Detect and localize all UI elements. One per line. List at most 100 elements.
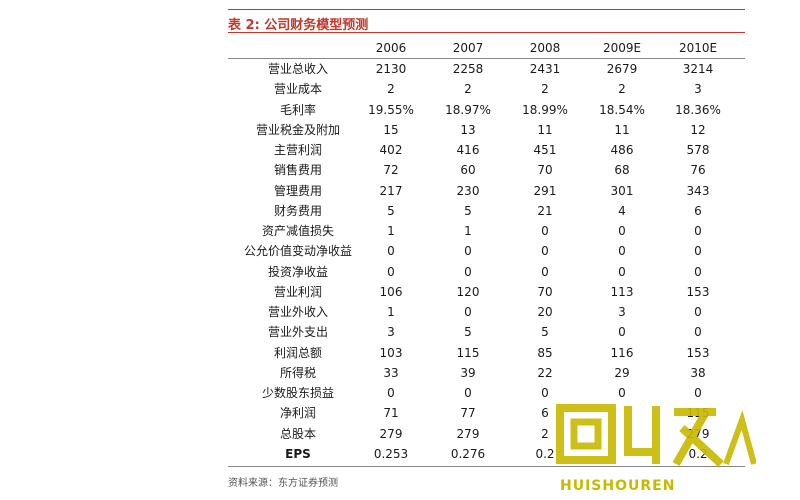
table-cell: 0.276 (450, 446, 486, 461)
row-label: 营业利润 (273, 284, 322, 299)
row-label: EPS (285, 446, 311, 461)
table-cell: 0 (541, 224, 549, 238)
table-row: 主营利润 402 416 451 486 578 (0, 140, 800, 160)
table-cell: 2 (464, 82, 472, 97)
table-cell: 103 (379, 345, 403, 360)
table-cell: 578 (686, 143, 710, 157)
table-cell: 0 (694, 305, 702, 319)
col-header-2010e: 2010E (678, 41, 718, 55)
table-row: 销售费用 72 60 70 68 76 (0, 160, 800, 180)
table-cell: 153 (686, 284, 710, 299)
table-cell: 29 (614, 365, 630, 380)
row-label: 毛利率 (279, 102, 316, 117)
header-row: 2006 2007 2008 2009E 2010E (0, 38, 800, 58)
table-cell: 70 (537, 284, 553, 299)
table-cell: 0 (387, 386, 395, 400)
header-rule (228, 58, 745, 59)
table-cell: 12 (690, 122, 706, 137)
table-cell: 0 (387, 264, 395, 279)
table-cell: 0 (618, 264, 626, 279)
table-row: 营业外支出 3 5 5 0 0 (0, 322, 800, 342)
table-cell: 120 (456, 284, 480, 299)
table-row: 所得税 33 39 22 29 38 (0, 363, 800, 383)
table-cell: 15 (383, 122, 399, 137)
table-row: 营业成本 2 2 2 2 3 (0, 79, 800, 99)
table-cell: 279 (456, 426, 480, 441)
table-cell: 291 (533, 183, 557, 198)
row-label: 投资净收益 (267, 264, 328, 279)
table-cell: 0 (464, 305, 472, 319)
table-cell: 2679 (606, 62, 638, 76)
table-cell: 2 (541, 426, 549, 441)
table-cell: 72 (383, 163, 399, 178)
table-cell: 19.55% (368, 102, 414, 117)
table-cell: 18.97% (445, 102, 491, 117)
table-cell: 1 (464, 224, 472, 238)
table-cell: 2 (618, 82, 626, 97)
row-label: 资产减值损失 (261, 224, 334, 238)
table-cell: 115 (456, 345, 480, 360)
table-cell: 4 (618, 203, 626, 218)
table-row: 营业利润 106 120 70 113 153 (0, 282, 800, 302)
table-cell: 0 (541, 264, 549, 279)
table-row: 财务费用 5 5 21 4 6 (0, 201, 800, 221)
col-header-2006: 2006 (375, 41, 407, 55)
row-label: 利润总额 (273, 345, 322, 360)
col-header-2009e: 2009E (602, 41, 642, 55)
row-label: 所得税 (279, 365, 316, 380)
table-cell: 5 (541, 325, 549, 340)
table-cell: 21 (537, 203, 553, 218)
table-row: 毛利率 19.55% 18.97% 18.99% 18.54% 18.36% (0, 100, 800, 120)
table-row: 投资净收益 0 0 0 0 0 (0, 262, 800, 282)
row-label: 营业税金及附加 (255, 122, 340, 137)
table-cell: 1 (387, 224, 395, 238)
table-cell: 33 (383, 365, 399, 380)
row-label: 营业总收入 (267, 62, 328, 76)
table-cell: 0 (464, 264, 472, 279)
row-label: 少数股东损益 (261, 386, 334, 400)
table-cell: 0 (464, 244, 472, 259)
table-cell: 3 (387, 325, 395, 340)
table-row: 公允价值变动净收益 0 0 0 0 0 (0, 241, 800, 261)
table-row: 营业税金及附加 15 13 11 11 12 (0, 120, 800, 140)
table-cell: 0 (694, 264, 702, 279)
table-cell: 5 (464, 325, 472, 340)
row-label: 主营利润 (273, 143, 322, 157)
table-cell: 60 (460, 163, 476, 178)
table-cell: 0 (618, 244, 626, 259)
row-label: 营业外收入 (267, 305, 328, 319)
col-header-2008: 2008 (529, 41, 561, 55)
table-cell: 3 (618, 305, 626, 319)
table-cell: 451 (533, 143, 557, 157)
watermark-logo-icon (556, 404, 756, 467)
table-cell: 116 (610, 345, 634, 360)
table-cell: 0 (618, 224, 626, 238)
table-cell: 279 (379, 426, 403, 441)
table-cell: 13 (460, 122, 476, 137)
table-cell: 18.99% (522, 102, 568, 117)
row-label: 净利润 (279, 406, 316, 421)
table-cell: 2130 (375, 62, 407, 76)
table-cell: 39 (460, 365, 476, 380)
row-label: 财务费用 (273, 203, 322, 218)
table-cell: 3214 (682, 62, 714, 76)
table-cell: 68 (614, 163, 630, 178)
table-cell: 76 (690, 163, 706, 178)
table-cell: 343 (686, 183, 710, 198)
table-cell: 18.36% (675, 102, 721, 117)
col-header-2007: 2007 (452, 41, 484, 55)
table-row: 资产减值损失 1 1 0 0 0 (0, 221, 800, 241)
table-cell: 2 (387, 82, 395, 97)
table-cell: 3 (694, 82, 702, 97)
table-cell: 38 (690, 365, 706, 380)
table-cell: 11 (537, 122, 553, 137)
row-label: 管理费用 (273, 183, 322, 198)
table-cell: 402 (379, 143, 403, 157)
table-cell: 6 (694, 203, 702, 218)
row-label: 公允价值变动净收益 (243, 244, 352, 259)
table-cell: 5 (464, 203, 472, 218)
table-cell: 70 (537, 163, 553, 178)
table-cell: 301 (610, 183, 634, 198)
table-title: 表 2: 公司财务模型预测 (228, 18, 369, 33)
